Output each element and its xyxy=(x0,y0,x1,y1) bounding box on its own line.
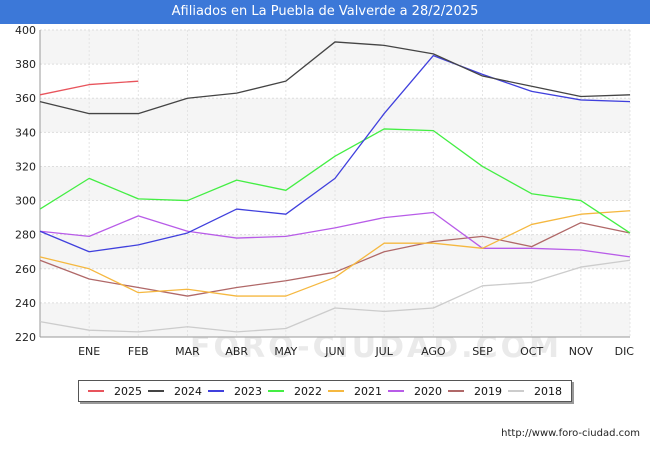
series-line-2024 xyxy=(39,41,631,115)
y-tick-label: 340 xyxy=(15,126,36,139)
x-tick-label: NOV xyxy=(569,345,594,358)
x-tick-label: MAY xyxy=(274,345,297,358)
legend-item-2025: 2025 xyxy=(88,385,142,398)
legend: 2025 2024 2023 2022 2021 2020 2019 2018 xyxy=(78,380,572,402)
legend-swatch xyxy=(88,390,104,392)
x-tick-label: JUL xyxy=(374,345,393,358)
y-tick-label: 260 xyxy=(15,263,36,276)
y-tick-label: 220 xyxy=(15,331,36,344)
x-tick-label: ENE xyxy=(78,345,100,358)
legend-label: 2024 xyxy=(174,384,202,398)
legend-item-2018: 2018 xyxy=(508,385,562,398)
legend-label: 2025 xyxy=(114,384,142,398)
legend-swatch xyxy=(148,390,164,392)
y-tick-label: 400 xyxy=(15,24,36,37)
y-tick-label: 320 xyxy=(15,160,36,173)
legend-swatch xyxy=(208,390,224,392)
legend-item-2024: 2024 xyxy=(148,385,202,398)
series-lines xyxy=(39,41,631,333)
x-tick-label: FEB xyxy=(128,345,149,358)
y-tick-label: 360 xyxy=(15,92,36,105)
legend-item-2021: 2021 xyxy=(328,385,382,398)
x-tick-label: DIC xyxy=(615,345,635,358)
series-line-2019 xyxy=(39,222,631,297)
legend-swatch xyxy=(328,390,344,392)
y-tick-label: 280 xyxy=(15,229,36,242)
x-tick-label: JUN xyxy=(324,345,345,358)
legend-swatch xyxy=(508,390,524,392)
y-tick-label: 240 xyxy=(15,297,36,310)
x-tick-label: OCT xyxy=(520,345,543,358)
legend-label: 2021 xyxy=(354,384,382,398)
x-tick-label: AGO xyxy=(421,345,446,358)
legend-swatch xyxy=(388,390,404,392)
legend-item-2023: 2023 xyxy=(208,385,262,398)
legend-swatch xyxy=(448,390,464,392)
series-line-2018 xyxy=(39,259,631,333)
y-axis: 220 240 260 280 300 320 340 360 380 400 xyxy=(15,24,36,344)
series-line-2021 xyxy=(39,210,631,297)
series-line-2022 xyxy=(39,128,631,234)
series-line-2020 xyxy=(39,211,631,258)
grid-band xyxy=(40,132,630,167)
legend-item-2022: 2022 xyxy=(268,385,322,398)
x-tick-label: SEP xyxy=(472,345,493,358)
legend-label: 2023 xyxy=(234,384,262,398)
grid-bands xyxy=(39,29,631,338)
legend-item-2019: 2019 xyxy=(448,385,502,398)
legend-label: 2019 xyxy=(474,384,502,398)
series-line-2025 xyxy=(39,80,139,96)
x-tick-label: ABR xyxy=(225,345,248,358)
source-url[interactable]: http://www.foro-ciudad.com xyxy=(501,428,640,439)
legend-label: 2018 xyxy=(534,384,562,398)
y-tick-label: 300 xyxy=(15,195,36,208)
x-axis: ENE FEB MAR ABR MAY JUN JUL AGO SEP OCT NOV DIC xyxy=(78,345,634,358)
x-tick-label: MAR xyxy=(175,345,200,358)
chart-title: Afiliados en La Puebla de Valverde a 28/… xyxy=(0,0,650,24)
grid-band xyxy=(40,200,630,235)
series-line-2023 xyxy=(39,54,631,253)
legend-item-2020: 2020 xyxy=(388,385,442,398)
legend-swatch xyxy=(268,390,284,392)
y-tick-label: 380 xyxy=(15,58,36,71)
legend-label: 2020 xyxy=(414,384,442,398)
legend-label: 2022 xyxy=(294,384,322,398)
